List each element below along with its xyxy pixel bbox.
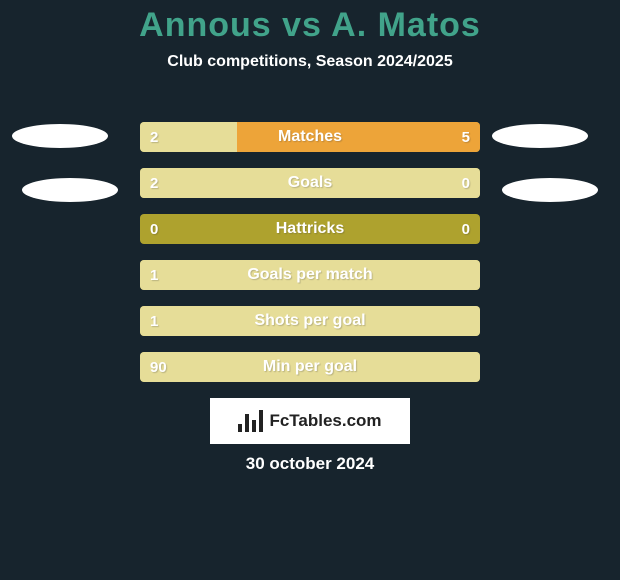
stat-label: Min per goal	[140, 352, 480, 382]
logo-prefix: Fc	[269, 411, 289, 430]
logo-text: FcTables.com	[269, 411, 381, 431]
comparison-card: Annous vs A. Matos Club competitions, Se…	[0, 0, 620, 580]
stat-row: 25Matches	[140, 122, 480, 152]
player2-badge-bottom	[502, 178, 598, 202]
bars-icon	[238, 410, 263, 432]
page-title: Annous vs A. Matos	[0, 0, 620, 45]
stat-row: 90Min per goal	[140, 352, 480, 382]
player1-badge-bottom	[22, 178, 118, 202]
stat-row: 00Hattricks	[140, 214, 480, 244]
stat-label: Shots per goal	[140, 306, 480, 336]
stat-label: Hattricks	[140, 214, 480, 244]
stats-container: 25Matches 20Goals 00Hattricks 1Goals per ma…	[140, 122, 480, 398]
player1-badge-top	[12, 124, 108, 148]
player2-badge-top	[492, 124, 588, 148]
stat-label: Goals	[140, 168, 480, 198]
stat-label: Matches	[140, 122, 480, 152]
subtitle: Club competitions, Season 2024/2025	[0, 53, 620, 71]
stat-row: 1Shots per goal	[140, 306, 480, 336]
stat-label: Goals per match	[140, 260, 480, 290]
logo-suffix: .com	[342, 411, 382, 430]
stat-row: 1Goals per match	[140, 260, 480, 290]
snapshot-date: 30 october 2024	[0, 454, 620, 474]
stat-row: 20Goals	[140, 168, 480, 198]
fctables-logo: FcTables.com	[210, 398, 410, 444]
logo-main: Tables	[289, 411, 342, 430]
